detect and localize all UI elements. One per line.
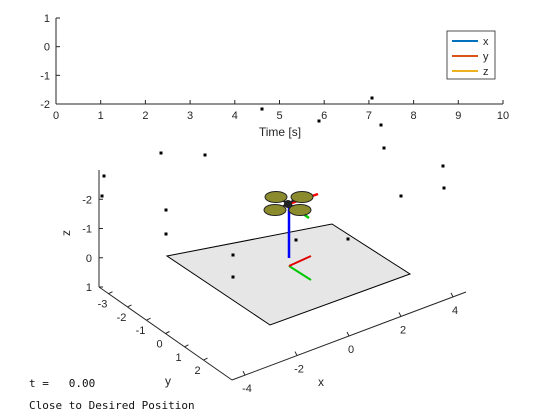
- y3d-tick-mark: [108, 291, 113, 295]
- time-readout: t = 0.00: [29, 377, 95, 390]
- z-tick-label: -2: [82, 194, 92, 206]
- y3d-tick-label: -2: [117, 312, 127, 324]
- z-axis-label: z: [59, 230, 73, 236]
- x-tick-label: 0: [53, 110, 59, 122]
- rotor-2: [290, 191, 314, 203]
- 3d-plot: -2 -1 0 1 -3 -2 -1 0 1 2 -4 -2 0 2 4 z y x: [59, 96, 467, 395]
- y-tick-label: 0: [44, 42, 50, 54]
- x-tick-label: 2: [142, 110, 148, 122]
- waypoint-dot: [260, 107, 264, 111]
- y-tick-label: 1: [44, 13, 50, 25]
- z-tick-label: 0: [86, 253, 92, 265]
- x-tick-label: 1: [98, 110, 104, 122]
- y-ticks: 1 0 -1 -2: [40, 13, 60, 111]
- waypoint-dot: [382, 146, 386, 150]
- x-axis-label: Time [s]: [259, 125, 301, 139]
- waypoint-dot: [102, 174, 106, 178]
- x-tick-label: 6: [321, 110, 327, 122]
- x-tick-label: 4: [232, 110, 238, 122]
- target-marker-x: [288, 255, 312, 267]
- waypoint-dot: [203, 153, 207, 157]
- x-tick-label: 8: [411, 110, 417, 122]
- time-plot: 0 1 2 3 4 5 6 7 8 9 10 10-1-2 Time [s] xyz: [40, 13, 509, 139]
- y3d-tick-mark: [127, 304, 132, 308]
- waypoint-dot: [346, 237, 350, 241]
- x3d-tick-label: -4: [242, 383, 252, 395]
- y3d-tick-label: 2: [194, 365, 200, 377]
- waypoint-dot: [441, 164, 445, 168]
- x-tick-label: 5: [276, 110, 282, 122]
- legend-label-x: x: [483, 36, 489, 48]
- waypoints: [100, 96, 446, 279]
- legend-label-z: z: [483, 66, 489, 78]
- target-marker-y: [288, 265, 312, 281]
- z-tick-label: 1: [86, 282, 92, 294]
- ground-plane: [165, 223, 412, 326]
- x3d-tick-mark: [346, 331, 350, 337]
- waypoint-dot: [164, 208, 168, 212]
- legend: xyz: [446, 30, 496, 80]
- x-tick-label: 3: [187, 110, 193, 122]
- x-ticks: 0 1 2 3 4 5 6 7 8 9 10: [53, 100, 509, 122]
- x3d-tick-mark: [294, 351, 298, 356]
- x3d-tick-label: 4: [452, 305, 458, 317]
- y-tick-label: -1: [40, 70, 50, 82]
- x-tick-label: 10: [497, 110, 509, 122]
- x3d-tick-label: -2: [294, 364, 304, 376]
- time-value: 0.00: [68, 377, 96, 390]
- 3d-ticks: -2 -1 0 1 -3 -2 -1 0 1 2 -4 -2 0 2 4: [82, 194, 458, 395]
- target-marker: [288, 255, 312, 281]
- rotor-1: [264, 191, 288, 203]
- y3d-tick-mark: [165, 331, 170, 334]
- time-label: t =: [29, 377, 49, 390]
- waypoint-dot: [159, 151, 163, 155]
- waypoint-dot: [231, 275, 235, 279]
- status-message: Close to Desired Position: [29, 399, 195, 412]
- waypoint-dot: [100, 194, 104, 198]
- y3d-tick-mark: [203, 357, 208, 361]
- z-tick-label: -1: [82, 224, 92, 236]
- waypoint-dot: [370, 96, 374, 100]
- y-axis-label-3d: y: [165, 374, 171, 388]
- quadcopter: [263, 191, 319, 258]
- y3d-tick-mark: [146, 317, 151, 321]
- x-tick-label: 9: [455, 110, 461, 122]
- waypoint-dot: [379, 123, 383, 127]
- waypoint-dot: [442, 186, 446, 190]
- x-axis-label-3d: x: [318, 375, 324, 389]
- x3d-tick-label: 0: [348, 344, 354, 356]
- rotor-3: [263, 204, 287, 216]
- y3d-tick-label: 0: [156, 339, 162, 351]
- x3d-tick-mark: [398, 312, 402, 317]
- x3d-tick-mark: [242, 370, 246, 376]
- x-tick-label: 7: [366, 110, 372, 122]
- y3d-tick-mark: [184, 344, 189, 348]
- waypoint-dot: [164, 232, 168, 236]
- drone-body: [284, 200, 292, 208]
- rotor-4: [288, 204, 312, 216]
- y3d-tick-label: -1: [136, 325, 146, 337]
- y-tick-label: -2: [40, 99, 50, 111]
- waypoint-dot: [317, 119, 321, 123]
- waypoint-dot: [294, 238, 298, 242]
- legend-label-y: y: [483, 51, 489, 63]
- x3d-tick-label: 2: [400, 324, 406, 336]
- x3d-tick-mark: [450, 292, 454, 298]
- waypoint-dot: [231, 253, 235, 257]
- y3d-tick-label: 1: [175, 352, 181, 364]
- y3d-tick-label: -3: [98, 299, 108, 311]
- waypoint-dot: [399, 194, 403, 198]
